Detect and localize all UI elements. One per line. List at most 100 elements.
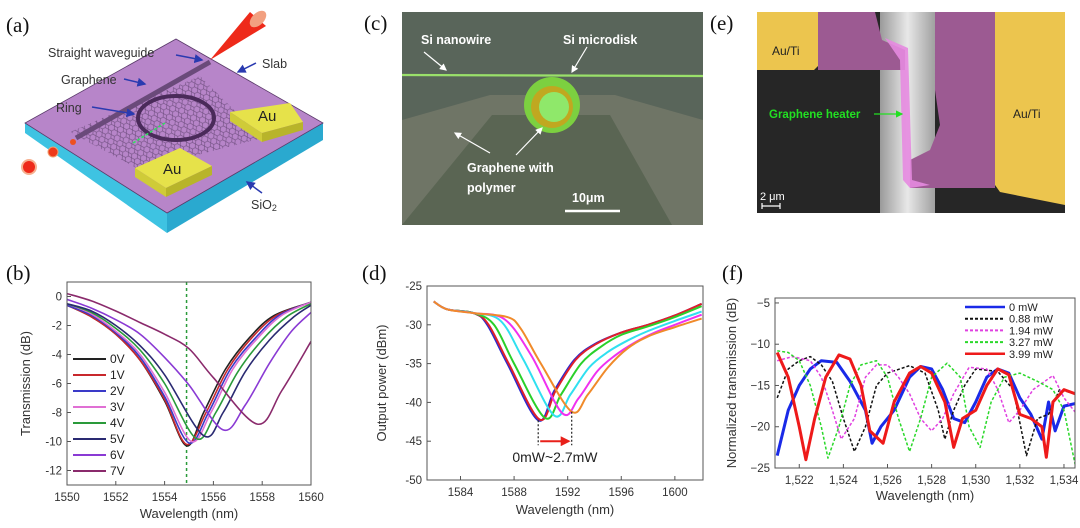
x-tick-label: 1600 xyxy=(662,487,688,499)
legend-label: 1V xyxy=(110,368,125,382)
label-au-right: Au xyxy=(258,108,276,125)
legend-label: 3V xyxy=(110,400,125,414)
y-tick-label: -50 xyxy=(405,475,422,487)
shift-annotation: 0mW~2.7mW xyxy=(512,449,598,465)
plot-frame xyxy=(66,281,312,486)
label-straight-waveguide: Straight waveguide xyxy=(48,46,154,60)
label-au-ti-right: Au/Ti xyxy=(1013,107,1041,121)
series-line-2V xyxy=(67,301,311,444)
chart-normalized-transmission: 1,522 1,524 1,526 1,528 1,530 1,532 1,534 −25 −2… xyxy=(724,297,1079,503)
series-line-step-2 xyxy=(433,300,703,421)
x-tick-label: 1,528 xyxy=(917,475,946,487)
series-line-0.88-mW xyxy=(776,355,1075,457)
chart-transmission-vs-voltage: 1550 1552 1554 1556 1558 1560 -12 -10 -8 -6 -4 -2 0 W… xyxy=(18,281,324,521)
graphene-sheet xyxy=(70,76,262,170)
series-line-3V xyxy=(67,301,311,443)
x-tick-label: 1552 xyxy=(103,492,129,504)
gold-pad-front xyxy=(135,148,212,188)
light-dot xyxy=(21,159,37,175)
au-ti-pad-left xyxy=(757,12,818,70)
y-tick-label: -30 xyxy=(405,320,422,332)
arrow xyxy=(515,127,543,156)
y-tick-label: -8 xyxy=(52,408,62,420)
y-tick-label: -40 xyxy=(405,397,422,409)
series-line-step-4 xyxy=(433,300,702,418)
plot-area xyxy=(775,350,1075,465)
x-tick-label: 1,524 xyxy=(829,475,858,487)
y-tick-label: -12 xyxy=(45,466,62,478)
series-line-4V xyxy=(67,302,311,441)
y-tick-label: −10 xyxy=(750,339,770,351)
series-line-3.99-mW xyxy=(775,351,1075,462)
si-nanowire xyxy=(401,73,704,78)
legend-label: 1.94 mW xyxy=(1009,325,1054,337)
x-tick-label: 1,532 xyxy=(1005,475,1034,487)
arrow xyxy=(423,51,447,71)
legend-label: 0 mW xyxy=(1009,302,1038,314)
laser-source xyxy=(249,10,267,28)
legend-label: 4V xyxy=(110,416,125,430)
label-sio2-base: SiO xyxy=(251,198,272,212)
legend-label: 3.27 mW xyxy=(1009,337,1054,349)
gold-pad-right-side xyxy=(262,122,303,142)
label-si-nanowire: Si nanowire xyxy=(421,33,491,47)
panel-label-b: (b) xyxy=(6,261,31,285)
panel-label-c: (c) xyxy=(364,11,387,35)
arrow xyxy=(571,46,588,74)
field-indicator xyxy=(132,122,166,144)
scale-bar-label: 2 μm xyxy=(760,191,785,203)
series-line-0-mW xyxy=(775,359,1075,456)
device-schematic: Straight waveguide Graphene Ring Slab Au… xyxy=(21,10,324,233)
label-ring: Ring xyxy=(56,101,82,115)
legend-label: 2V xyxy=(110,384,125,398)
substrate-right-face xyxy=(167,123,323,233)
light-dot xyxy=(47,146,59,158)
sem-image: Au/Ti Au/Ti Graphene heater 2 μm xyxy=(757,12,1065,213)
y-axis-title: Normalized transmission (dB) xyxy=(724,298,739,469)
gold-pad-front-side xyxy=(135,168,166,197)
label-slab: Slab xyxy=(262,57,287,71)
straight-waveguide xyxy=(74,59,212,141)
x-tick-label: 1554 xyxy=(152,492,178,504)
y-tick-label: -2 xyxy=(52,321,62,333)
label-graphene: Graphene xyxy=(61,73,117,87)
series-line-7V xyxy=(67,292,311,425)
chart-output-power-vs-heater: 1584 1588 1592 1596 1600 -50 -45 -40 -35 -30 -25 Wa… xyxy=(374,281,704,517)
arrow xyxy=(175,54,204,64)
series-line-6V xyxy=(67,298,311,432)
panel-label-e: (e) xyxy=(710,11,733,35)
ring-resonator xyxy=(136,94,216,142)
label-graphene-line1: Graphene with xyxy=(467,161,554,175)
x-tick-label: 1558 xyxy=(249,492,275,504)
legend-label: 0V xyxy=(110,352,125,366)
y-tick-label: −5 xyxy=(757,298,770,310)
y-axis-title: Transmission (dB) xyxy=(18,331,33,436)
graphene-heater xyxy=(885,38,930,188)
microdisk-core xyxy=(539,92,569,122)
x-tick-label: 1592 xyxy=(555,487,581,499)
series-line-1V xyxy=(67,301,311,446)
x-tick-label: 1,526 xyxy=(873,475,902,487)
x-tick-label: 1,534 xyxy=(1050,475,1079,487)
label-si-microdisk: Si microdisk xyxy=(563,33,637,47)
label-sio2: SiO2 xyxy=(251,198,277,213)
label-au-ti-left: Au/Ti xyxy=(772,44,800,58)
au-ti-pad-right xyxy=(995,12,1065,205)
x-tick-label: 1584 xyxy=(448,487,474,499)
plot-area xyxy=(433,300,703,422)
series-line-5V xyxy=(67,302,311,438)
y-tick-label: -10 xyxy=(45,437,62,449)
series-line-1.94-mW xyxy=(777,355,1075,440)
plot-area xyxy=(67,282,311,485)
y-tick-label: -6 xyxy=(52,379,62,391)
graphene-contact-right xyxy=(910,12,995,188)
arrow xyxy=(245,181,263,194)
legend-label: 5V xyxy=(110,432,125,446)
x-tick-label: 1588 xyxy=(501,487,527,499)
panel-label-a: (a) xyxy=(6,13,29,37)
x-axis-title: Wavelength (nm) xyxy=(516,502,615,517)
y-tick-label: 0 xyxy=(56,292,62,304)
arrow xyxy=(236,62,257,73)
legend: 0 mW0.88 mW1.94 mW3.27 mW3.99 mW xyxy=(965,302,1054,361)
